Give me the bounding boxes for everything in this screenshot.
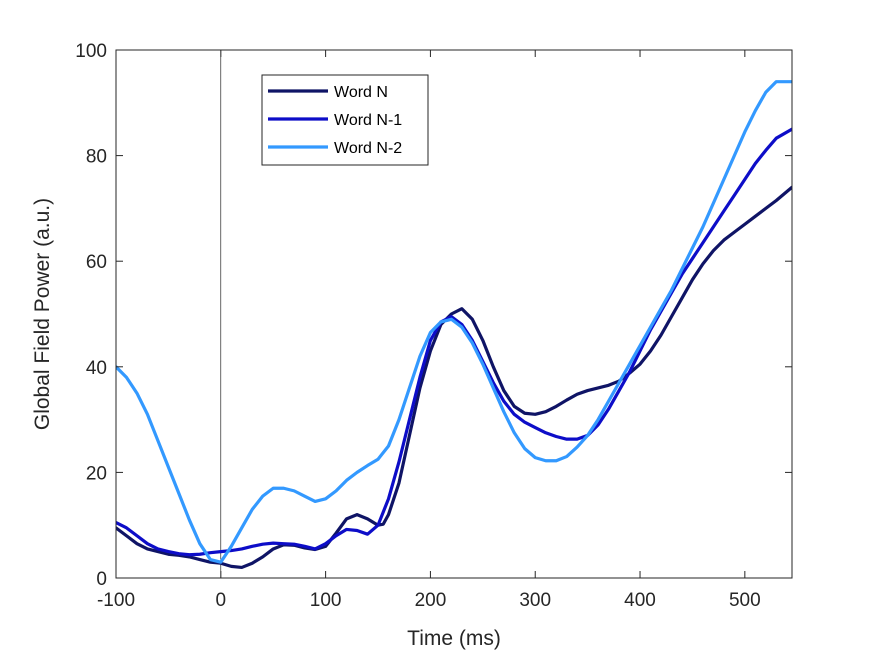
y-tick-label: 80 [86,147,107,168]
x-tick-label: 400 [624,590,656,611]
x-tick-label: 200 [415,590,447,611]
legend: Word N Word N-1 Word N-2 [261,74,429,166]
y-tick-label: 100 [75,41,107,62]
x-axis-label: Time (ms) [407,627,501,650]
x-tick-label: 300 [519,590,551,611]
y-tick-label: 60 [86,252,107,273]
y-tick-label: 40 [86,358,107,379]
legend-entry-label: Word N-2 [334,140,402,157]
y-axis-label: Global Field Power (a.u.) [31,198,54,430]
x-tick-label: -100 [97,590,135,611]
x-tick-label: 0 [216,590,227,611]
axes-box [115,49,793,579]
x-tick-label: 100 [310,590,342,611]
x-tick-label: 500 [729,590,761,611]
legend-entry-label: Word N [334,84,388,101]
y-tick-label: 0 [96,569,107,590]
series-layer [116,80,792,570]
legend-entry-label: Word N-1 [334,112,402,129]
y-tick-label: 20 [86,463,107,484]
series-line-3 [116,80,792,564]
